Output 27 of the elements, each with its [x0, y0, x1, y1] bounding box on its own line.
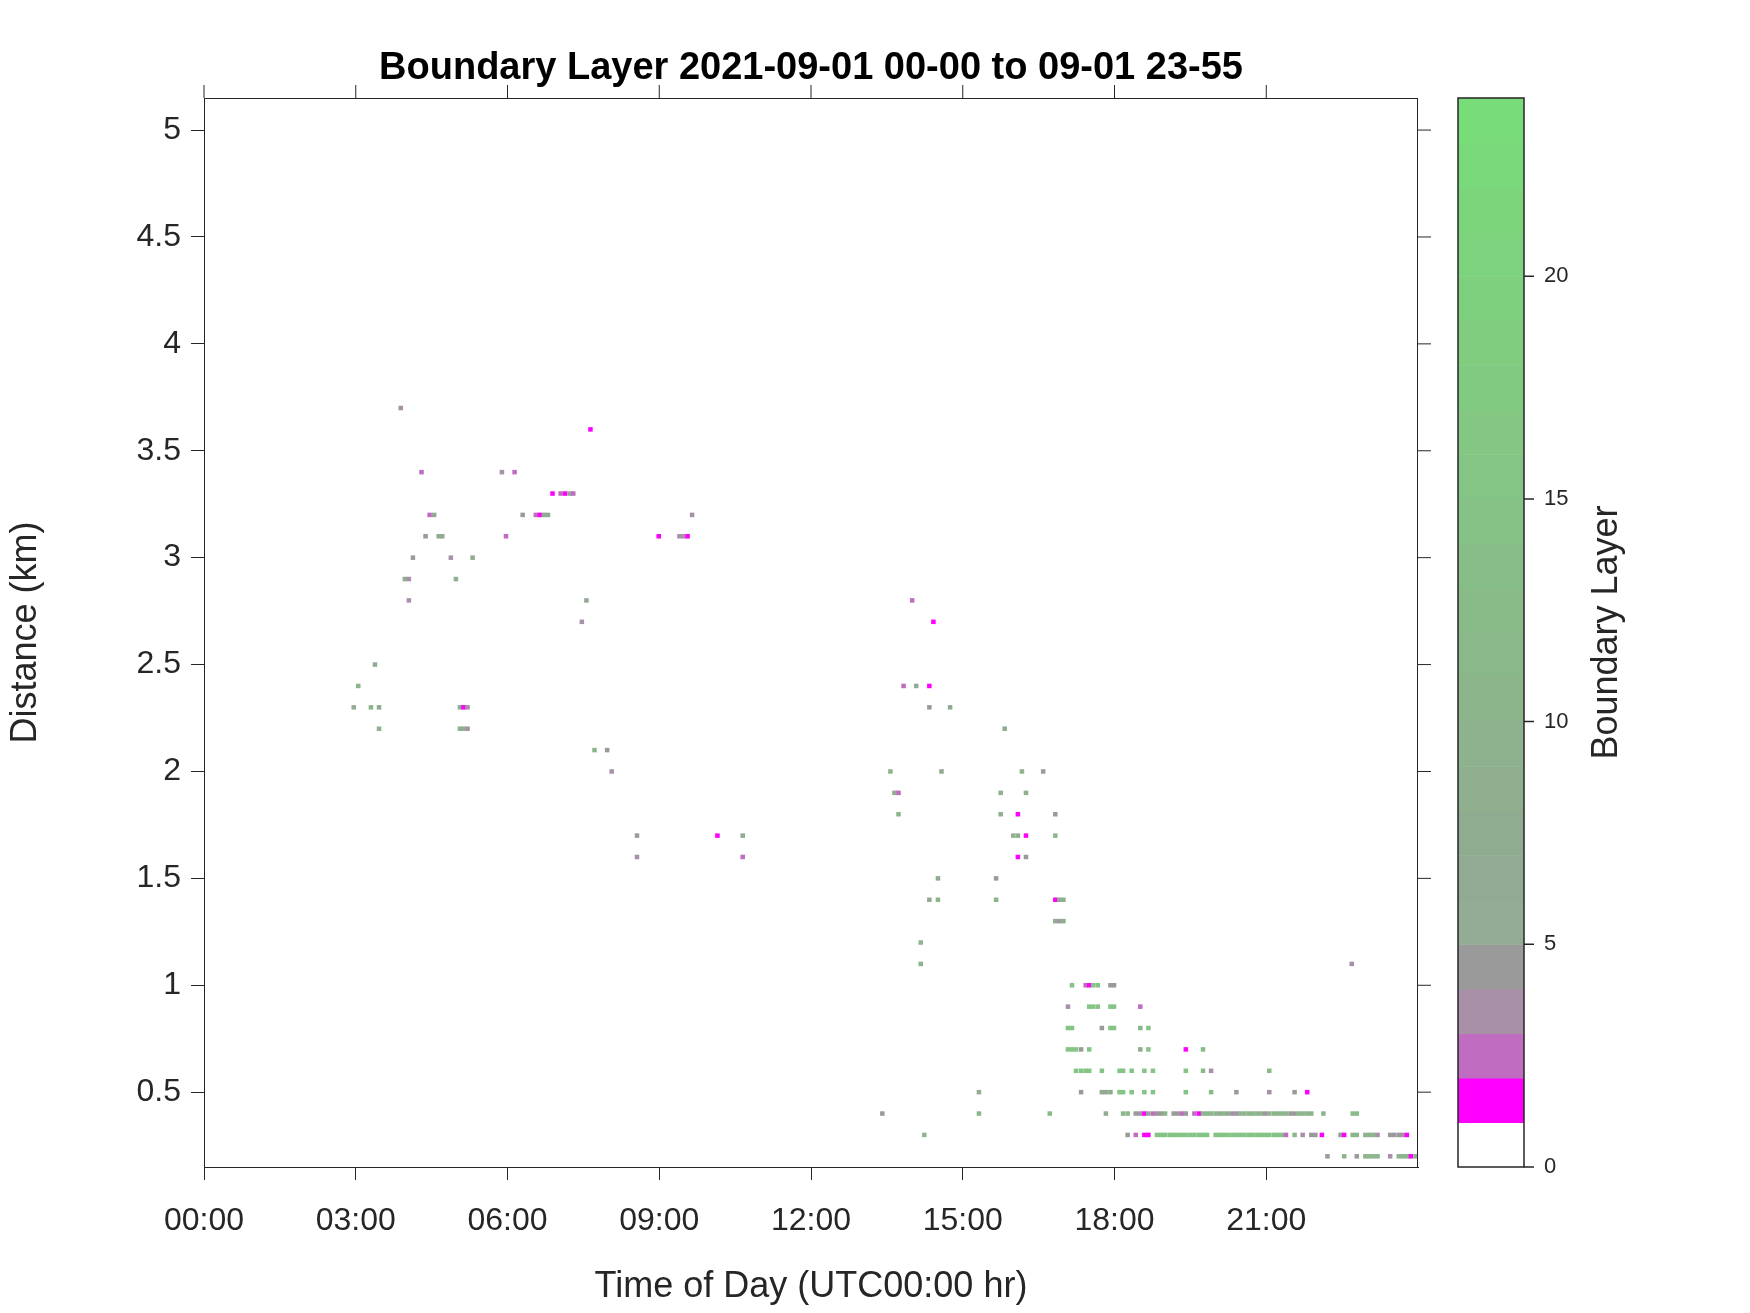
x-tick-label: 21:00: [1226, 1201, 1307, 1238]
y-axis-title: Distance (km): [2, 521, 44, 744]
color-bar-title: Boundary Layer: [1583, 505, 1625, 760]
x-tick-label: 09:00: [619, 1201, 700, 1238]
x-axis-title: Time of Day (UTC00:00 hr): [594, 1264, 1028, 1306]
color-bar-label: 15: [1544, 484, 1569, 510]
y-tick-label: 3: [163, 537, 181, 574]
y-tick-label: 2: [163, 751, 181, 788]
x-tick-label: 06:00: [467, 1201, 548, 1238]
y-tick-label: 1.5: [136, 858, 181, 895]
y-tick-label: 5: [163, 109, 181, 146]
x-tick-label: 03:00: [315, 1201, 396, 1238]
color-bar-label: 0: [1544, 1153, 1557, 1179]
y-tick-label: 4: [163, 323, 181, 360]
color-bar-label: 20: [1544, 262, 1569, 288]
y-tick-label: 2.5: [136, 644, 181, 681]
x-tick-label: 18:00: [1074, 1201, 1155, 1238]
x-tick-label: 12:00: [770, 1201, 852, 1238]
y-tick-label: 1: [163, 965, 181, 1002]
x-tick-label: 15:00: [922, 1201, 1003, 1238]
color-bar-label: 10: [1544, 707, 1569, 733]
chart-title: Boundary Layer 2021-09-01 00-00 to 09-01 23-55: [379, 45, 1243, 88]
y-tick-label: 3.5: [136, 430, 181, 467]
color-bar-label: 5: [1544, 930, 1557, 956]
y-tick-label: 0.5: [136, 1072, 181, 1108]
y-tick-label: 4.5: [136, 216, 181, 253]
x-tick-label: 00:00: [163, 1201, 245, 1238]
